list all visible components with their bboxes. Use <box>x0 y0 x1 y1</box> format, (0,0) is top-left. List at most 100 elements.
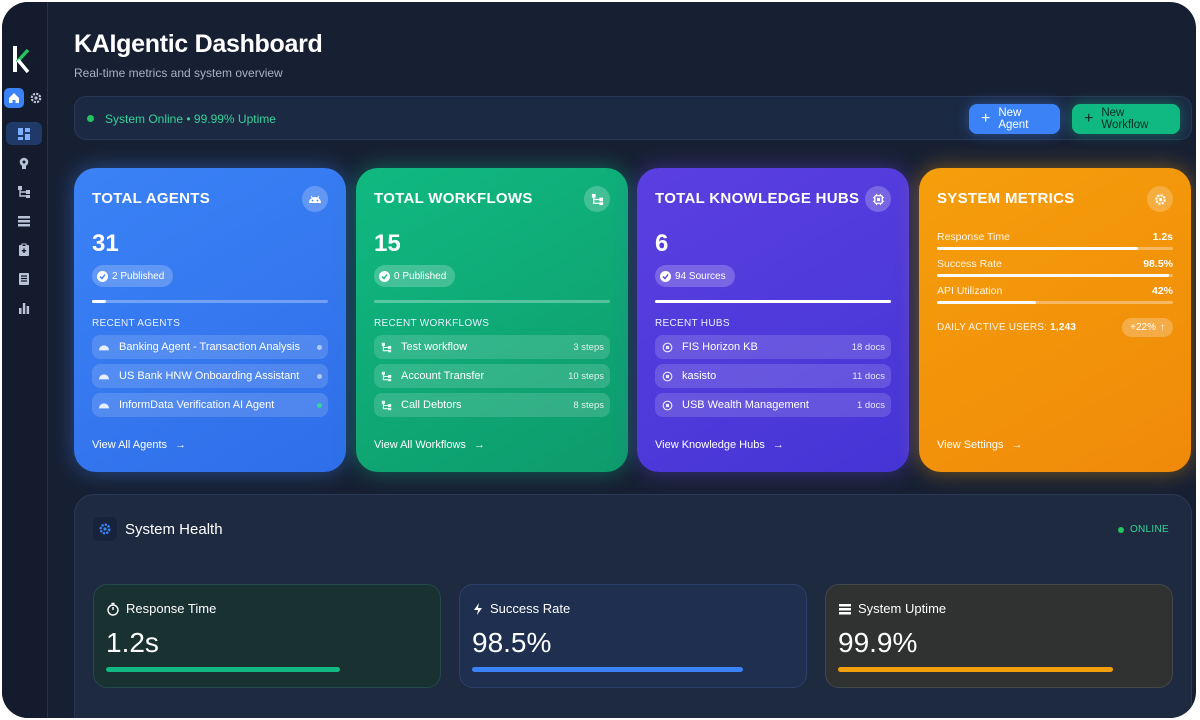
workflow-name: Account Transfer <box>401 370 485 382</box>
agent-name: InformData Verification AI Agent <box>119 399 275 411</box>
metric-value: 98.5% <box>1143 258 1173 270</box>
agent-name: US Bank HNW Onboarding Assistant <box>119 370 300 382</box>
bolt-icon <box>474 602 482 615</box>
metric-label: API Utilization <box>937 285 1003 297</box>
plus-icon: + <box>1084 110 1094 127</box>
published-progress <box>92 300 328 303</box>
health-bar <box>106 667 341 672</box>
metric-bar <box>937 247 1138 250</box>
gear-icon <box>93 517 117 541</box>
workflows-count: 15 <box>374 230 401 257</box>
chip-icon <box>661 341 673 353</box>
new-agent-button[interactable]: + New Agent <box>969 104 1060 134</box>
workflow-row[interactable]: Account Transfer 10 steps <box>374 364 610 388</box>
home-icon[interactable] <box>4 88 24 108</box>
workflow-icon <box>380 341 392 353</box>
metric-value: 42% <box>1151 285 1173 297</box>
arrow-up-icon: ↑ <box>1160 322 1165 333</box>
link-label: View All Workflows <box>374 439 466 451</box>
agent-status-dot <box>317 373 322 379</box>
response-time-metric: Response Time 1.2s <box>937 231 1173 250</box>
workflow-row[interactable]: Test workflow 3 steps <box>374 335 610 359</box>
agent-status-dot <box>317 344 322 350</box>
nav-analytics[interactable] <box>6 296 42 319</box>
system-metrics-card: SYSTEM METRICS Response Time 1.2s Succes… <box>919 168 1191 472</box>
total-knowledge-hubs-card: TOTAL KNOWLEDGE HUBS 6 94 Sources RECENT… <box>637 168 909 472</box>
kaigentic-logo[interactable] <box>10 40 38 78</box>
health-value: 1.2s <box>106 627 159 658</box>
hub-name: kasisto <box>682 370 717 382</box>
health-label: Success Rate <box>490 601 571 616</box>
section-label: RECENT AGENTS <box>92 318 181 329</box>
growth-value: +22% <box>1130 322 1156 333</box>
workflow-icon <box>18 185 30 198</box>
online-status-badge: ONLINE <box>1117 524 1169 535</box>
book-icon <box>19 272 29 285</box>
sources-count: 94 Sources <box>675 270 726 282</box>
agent-row[interactable]: InformData Verification AI Agent <box>92 393 328 417</box>
link-label: View All Agents <box>92 439 168 451</box>
arrow-right-icon: → <box>175 439 187 451</box>
view-settings-link[interactable]: View Settings → <box>937 439 1022 451</box>
workflow-row[interactable]: Call Debtors 8 steps <box>374 393 610 417</box>
hubs-progress <box>655 300 891 303</box>
published-badge: 2 Published <box>92 265 174 287</box>
android-icon <box>98 370 110 382</box>
hub-row[interactable]: USB Wealth Management 1 docs <box>655 393 891 417</box>
dau-label: DAILY ACTIVE USERS: <box>937 322 1048 333</box>
dau-value: 1,243 <box>1050 322 1077 333</box>
status-bar: System Online • 99.99% Uptime + New Agen… <box>74 96 1192 140</box>
card-title: TOTAL KNOWLEDGE HUBS <box>655 190 860 207</box>
nav-library[interactable] <box>6 267 42 290</box>
agent-row[interactable]: US Bank HNW Onboarding Assistant <box>92 364 328 388</box>
section-label: RECENT WORKFLOWS <box>374 318 490 329</box>
published-count: 2 Published <box>112 270 165 282</box>
chip-icon <box>661 399 673 411</box>
nav-workflows[interactable] <box>6 180 42 203</box>
view-all-workflows-link[interactable]: View All Workflows → <box>374 439 485 451</box>
hub-name: USB Wealth Management <box>682 399 809 411</box>
sidebar <box>2 2 48 718</box>
hub-row[interactable]: kasisto 11 docs <box>655 364 891 388</box>
nav-clipboard[interactable] <box>6 238 42 261</box>
plus-icon: + <box>981 110 991 127</box>
arrow-right-icon: → <box>1011 439 1023 451</box>
metric-bar <box>937 274 1170 277</box>
new-workflow-button[interactable]: + New Workflow <box>1072 104 1180 134</box>
list-icon <box>18 215 30 226</box>
step-count: 3 steps <box>573 341 604 353</box>
server-icon <box>839 603 851 614</box>
card-title: SYSTEM METRICS <box>937 190 1075 207</box>
agent-row[interactable]: Banking Agent - Transaction Analysis <box>92 335 328 359</box>
nav-dashboard[interactable] <box>6 122 42 145</box>
health-value: 98.5% <box>472 627 552 658</box>
nav-ideas[interactable] <box>6 151 42 174</box>
hubs-count: 6 <box>655 230 669 257</box>
health-label: Response Time <box>126 601 217 616</box>
view-all-agents-link[interactable]: View All Agents → <box>92 439 186 451</box>
arrow-right-icon: → <box>473 439 485 451</box>
daily-active-users: DAILY ACTIVE USERS: 1,243 <box>937 322 1076 333</box>
nav-list[interactable] <box>6 209 42 232</box>
card-title: TOTAL AGENTS <box>92 190 211 207</box>
gear-icon[interactable] <box>26 88 46 108</box>
step-count: 10 steps <box>568 370 604 382</box>
workflow-icon <box>584 186 610 212</box>
doc-count: 11 docs <box>852 370 885 382</box>
metric-value: 1.2s <box>1152 231 1173 243</box>
workflow-name: Test workflow <box>401 341 468 353</box>
view-knowledge-hubs-link[interactable]: View Knowledge Hubs → <box>655 439 784 451</box>
total-agents-card: TOTAL AGENTS 31 2 Published RECENT AGENT… <box>74 168 346 472</box>
health-bar <box>472 667 744 672</box>
api-utilization-metric: API Utilization 42% <box>937 285 1173 304</box>
chip-icon <box>865 186 891 212</box>
workflow-icon <box>380 370 392 382</box>
system-status-text: System Online • 99.99% Uptime <box>105 112 276 126</box>
metric-label: Success Rate <box>937 258 1002 270</box>
agent-status-dot <box>317 402 322 408</box>
metric-label: Response Time <box>937 231 1010 243</box>
hub-row[interactable]: FIS Horizon KB 18 docs <box>655 335 891 359</box>
health-value: 99.9% <box>838 627 918 658</box>
card-title: TOTAL WORKFLOWS <box>374 190 533 207</box>
